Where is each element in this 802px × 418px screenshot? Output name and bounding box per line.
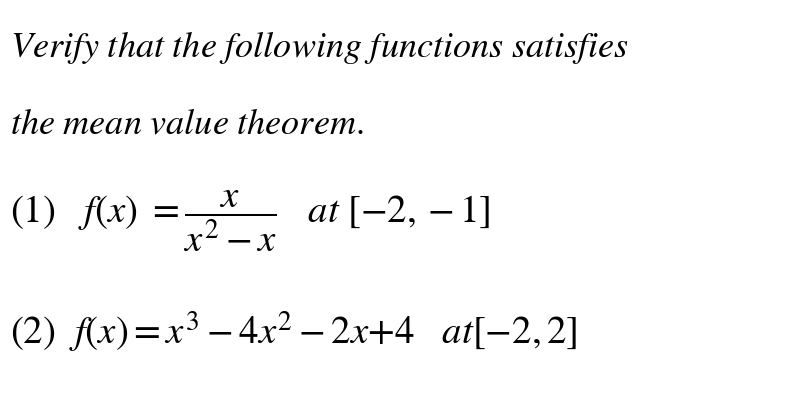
- Text: $(2)\ \ f(x){=}x^{3}-4x^{2}-2x{+}4\ \ \ at[-2,2]$: $(2)\ \ f(x){=}x^{3}-4x^{2}-2x{+}4\ \ \ …: [10, 309, 577, 354]
- Text: $\mathit{Verify\ that\ the\ following\ functions\ satisfies}$: $\mathit{Verify\ that\ the\ following\ f…: [10, 29, 629, 66]
- Text: $(1)\ \ \ f(x)\ =\dfrac{x}{x^{2}-x}\ \ \ at\ [-2,-1]$: $(1)\ \ \ f(x)\ =\dfrac{x}{x^{2}-x}\ \ \…: [10, 188, 490, 254]
- Text: $\mathit{the\ mean\ value\ theorem.}$: $\mathit{the\ mean\ value\ theorem.}$: [10, 109, 363, 142]
